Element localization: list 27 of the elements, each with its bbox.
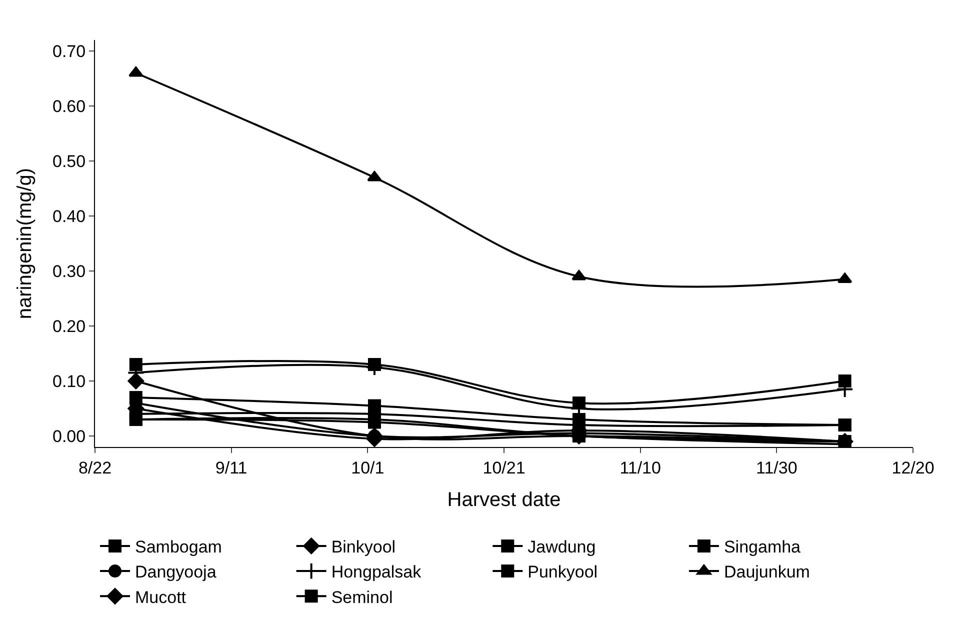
y-tick-label: 0.20 — [52, 316, 86, 336]
legend-label: Dangyooja — [135, 562, 217, 582]
legend-label: Daujunkum — [724, 562, 810, 582]
y-tick-label: 0.10 — [52, 372, 86, 391]
legend-label: Sambogam — [135, 538, 222, 557]
x-tick-label: 11/10 — [620, 458, 661, 478]
legend-label: Binkyool — [331, 538, 396, 557]
x-tick-label: 11/30 — [756, 458, 798, 478]
legend-label: Jawdung — [528, 538, 596, 557]
y-axis-title: naringenin(mg/g) — [14, 168, 36, 320]
legend-label: Mucott — [135, 588, 186, 607]
x-axis-title: Harvest date — [447, 488, 561, 511]
legend-label: Hongpalsak — [331, 562, 422, 582]
x-tick-label: 9/11 — [215, 458, 248, 478]
y-tick-label: 0.40 — [52, 206, 86, 226]
legend-label: Singamha — [724, 538, 802, 557]
x-tick-label: 10/1 — [351, 458, 384, 478]
x-tick-label: 12/20 — [892, 458, 934, 478]
y-tick-label: 0.00 — [52, 426, 86, 446]
legend-label: Punkyool — [528, 562, 598, 582]
y-tick-label: 0.50 — [52, 152, 86, 171]
x-tick-label: 8/22 — [78, 458, 112, 478]
y-tick-label: 0.60 — [52, 96, 86, 116]
x-tick-label: 10/21 — [482, 458, 526, 478]
y-tick-label: 0.30 — [52, 262, 86, 281]
legend-label: Seminol — [331, 588, 393, 607]
y-tick-label: 0.70 — [52, 42, 86, 61]
